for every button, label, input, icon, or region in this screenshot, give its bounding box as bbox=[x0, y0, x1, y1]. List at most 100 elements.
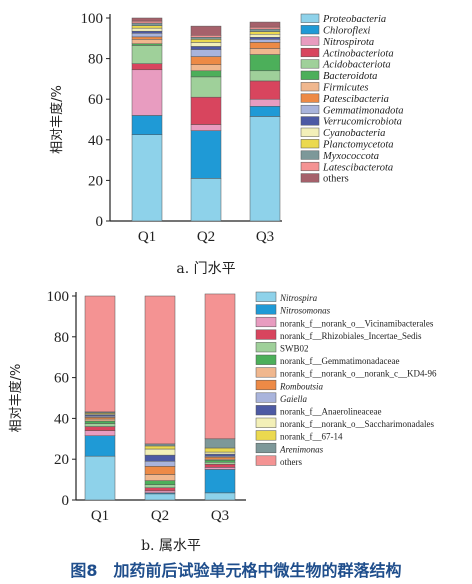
legend-swatch-norank-f-norank-o-norank-c-kd4-96 bbox=[255, 367, 277, 378]
bar-segment-q2-romboutsia bbox=[144, 466, 176, 475]
bar-segment-q2-arenimonas bbox=[144, 443, 176, 447]
legend-swatch-norank-f-gemmatimonadaceae bbox=[255, 354, 277, 365]
bar-segment-q2-norank-f-norank-o-saccharimonadales bbox=[144, 448, 176, 456]
bar-segment-q1-norank-f-gemmatimonadaceae bbox=[84, 420, 116, 424]
y-tick-label: 60 bbox=[88, 92, 103, 108]
bar-segment-q2-proteobacteria bbox=[190, 178, 222, 222]
bar-segment-q1-others bbox=[84, 295, 116, 413]
legend-swatch-verrucomicrobiota bbox=[300, 116, 320, 126]
y-tick-label: 20 bbox=[54, 452, 69, 468]
legend-swatch-norank-f-norank-o-vicinamibacterales bbox=[255, 316, 277, 328]
bar-segment-q3-acidobacteriota bbox=[249, 70, 281, 82]
bar-segment-q1-actinobacteriota bbox=[131, 63, 163, 71]
bar-segment-q1-norank-f-rhizobiales-incertae-sedis bbox=[84, 426, 116, 431]
legend-label-nitrospira: Nitrospira bbox=[279, 293, 318, 303]
bar-segment-q2-patescibacteria bbox=[190, 56, 222, 65]
figure-caption: 图8 加药前后试验单元格中微生物的群落结构 bbox=[70, 561, 401, 580]
legend-swatch-patescibacteria bbox=[300, 93, 320, 103]
bar-segment-q3-norank-f-norank-o-vicinamibacterales bbox=[204, 467, 236, 470]
bar-segment-q3-nitrospira bbox=[204, 492, 236, 501]
x-tick-label-q3: Q3 bbox=[211, 508, 229, 524]
legend-label-gaiella: Gaiella bbox=[280, 394, 307, 404]
bar-segment-q3-norank-f-rhizobiales-incertae-sedis bbox=[204, 464, 236, 468]
bar-segment-q1-nitrospirota bbox=[131, 69, 163, 116]
x-tick-label-q2: Q2 bbox=[197, 229, 215, 245]
bar-segment-q3-others bbox=[204, 293, 236, 440]
bar-segment-q3-gemmatimonadota bbox=[249, 39, 281, 43]
y-tick-label: 40 bbox=[88, 133, 103, 149]
bar-segment-q3-actinobacteriota bbox=[249, 80, 281, 100]
legend-swatch-bacteroidota bbox=[300, 70, 320, 80]
legend-swatch-nitrosomonas bbox=[255, 304, 277, 315]
bar-segment-q2-norank-f-anaerolineaceae bbox=[144, 454, 176, 462]
bar-segment-q1-nitrosomonas bbox=[84, 435, 116, 457]
legend-label-norank-f-anaerolineaceae: norank_f__Anaerolineaceae bbox=[280, 407, 381, 417]
legend-swatch-myxococcota bbox=[300, 150, 320, 160]
legend-swatch-others bbox=[300, 173, 320, 183]
x-tick-label-q1: Q1 bbox=[138, 229, 156, 245]
x-tick-label-q3: Q3 bbox=[256, 229, 274, 245]
legend-swatch-norank-f-norank-o-saccharimonadales bbox=[255, 417, 277, 428]
bar-segment-q2-norank-f-norank-o-vicinamibacterales bbox=[144, 490, 176, 494]
bar-segment-q3-latescibacterota bbox=[249, 26, 281, 30]
legend-swatch-proteobacteria bbox=[300, 13, 320, 23]
bar-segment-q1-swb02 bbox=[84, 423, 116, 427]
bar-segment-q3-planctomycetota bbox=[249, 31, 281, 35]
legend-label-nitrospirota: Nitrospirota bbox=[322, 37, 374, 48]
bar-segment-q3-patescibacteria bbox=[249, 42, 281, 49]
legend-label-nitrosomonas: Nitrosomonas bbox=[279, 306, 331, 316]
legend: ProteobacteriaChloroflexiNitrospirotaAct… bbox=[300, 13, 404, 185]
y-tick-label: 20 bbox=[88, 173, 103, 189]
legend-label-bacteroidota: Bacteroidota bbox=[323, 71, 377, 82]
legend-swatch-gaiella bbox=[255, 392, 277, 403]
bar-segment-q2-actinobacteriota bbox=[190, 96, 222, 125]
bar-segment-q3-norank-f-gemmatimonadaceae bbox=[204, 459, 236, 463]
bar-segment-q1-acidobacteriota bbox=[131, 45, 163, 64]
legend-swatch-firmicutes bbox=[300, 82, 320, 92]
bar-segment-q2-planctomycetota bbox=[190, 39, 222, 43]
legend-swatch-arenimonas bbox=[255, 442, 277, 454]
bar-segment-q1-proteobacteria bbox=[131, 134, 163, 222]
bar-segment-q2-norank-f-67-14 bbox=[144, 445, 176, 450]
legend-swatch-norank-f-anaerolineaceae bbox=[255, 405, 277, 416]
x-tick-label-q2: Q2 bbox=[151, 508, 169, 524]
bar-segment-q2-bacteroidota bbox=[190, 70, 222, 78]
panel-subtitle: b. 属水平 bbox=[141, 538, 201, 554]
legend-label-norank-f-67-14: norank_f__67-14 bbox=[280, 432, 343, 442]
legend-swatch-others bbox=[255, 455, 277, 466]
legend-label-proteobacteria: Proteobacteria bbox=[322, 14, 386, 25]
panel-subtitle: a. 门水平 bbox=[176, 261, 235, 277]
bar-segment-q1-latescibacterota bbox=[131, 20, 163, 24]
y-tick-label: 40 bbox=[54, 411, 69, 427]
legend: Nitrospira Nitrosomonas norank_f__norank_o… bbox=[255, 291, 437, 467]
legend-label-patescibacteria: Patescibacteria bbox=[322, 94, 389, 105]
bar-segment-q2-cyanobacteria bbox=[190, 42, 222, 47]
legend-label-latescibacterota: Latescibacterota bbox=[322, 162, 393, 173]
bar-segment-q1-patescibacteria bbox=[131, 36, 163, 40]
legend-label-firmicutes: Firmicutes bbox=[322, 83, 369, 94]
legend-swatch-swb02 bbox=[255, 342, 277, 353]
bar-segment-q1-planctomycetota bbox=[131, 25, 163, 29]
bar-segment-q3-romboutsia bbox=[204, 456, 236, 460]
bar-segment-q1-cyanobacteria bbox=[131, 27, 163, 32]
bar-segment-q2-gaiella bbox=[144, 460, 176, 467]
legend-swatch-chloroflexi bbox=[300, 25, 320, 35]
bar-segment-q1-chloroflexi bbox=[131, 115, 163, 135]
bar-segment-q1-firmicutes bbox=[131, 39, 163, 45]
bar-segment-q2-nitrospirota bbox=[190, 124, 222, 131]
bar-segment-q2-norank-f-rhizobiales-incertae-sedis bbox=[144, 487, 176, 492]
legend-label-others: others bbox=[280, 457, 302, 467]
y-tick-label: 60 bbox=[54, 371, 69, 387]
bar-segment-q3-firmicutes bbox=[249, 48, 281, 55]
legend-swatch-acidobacteriota bbox=[300, 59, 320, 69]
legend-swatch-gemmatimonadota bbox=[300, 104, 320, 115]
bar-segment-q2-verrucomicrobiota bbox=[190, 46, 222, 50]
bar-segment-q1-others bbox=[131, 17, 163, 22]
bar-segment-q1-myxococcota bbox=[131, 22, 163, 26]
legend-swatch-latescibacterota bbox=[300, 161, 320, 172]
legend-swatch-nitrospira bbox=[255, 291, 277, 302]
legend-swatch-norank-f-rhizobiales-incertae-sedis bbox=[255, 329, 277, 340]
legend-label-acidobacteriota: Acidobacteriota bbox=[322, 60, 391, 71]
